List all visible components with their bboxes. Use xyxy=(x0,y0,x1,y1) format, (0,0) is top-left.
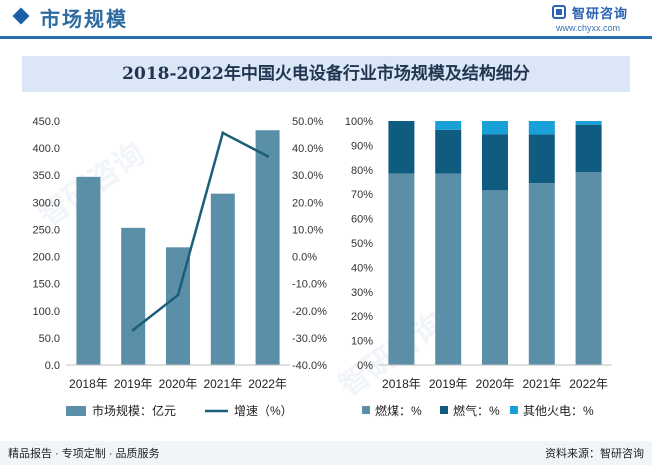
left-tick-label: 350.0 xyxy=(32,170,60,182)
legend-swatch xyxy=(510,406,518,414)
left-tick-label: 250.0 xyxy=(32,224,60,236)
bar-market-size xyxy=(210,193,235,365)
bar-segment-coal xyxy=(528,183,555,365)
x-tick-label: 2021年 xyxy=(522,377,561,391)
header-divider xyxy=(0,36,652,39)
charts-canvas: 0.0 50.0 100.0 150.0 200.0 250.0 300.0 350.0 400… xyxy=(32,116,612,418)
logo-url: www.chyxx.com xyxy=(556,23,621,33)
line-growth-point xyxy=(131,328,135,332)
line-growth-point xyxy=(221,131,225,135)
right-tick-label: -10.0% xyxy=(292,279,327,291)
left-tick-label: 0.0 xyxy=(45,360,60,372)
brand-logo: 智研咨询 www.chyxx.com xyxy=(548,3,648,35)
y-tick-label: 90% xyxy=(351,140,373,152)
footer-slogan: 精品报告 · 专项定制 · 品质服务 xyxy=(8,448,160,460)
bar-segment-other xyxy=(435,121,462,130)
legend-label: 燃煤：% xyxy=(375,403,422,418)
legend-swatch xyxy=(440,406,448,414)
left-tick-label: 50.0 xyxy=(39,333,60,345)
logo-icon xyxy=(552,5,566,19)
legend-label: 其他火电：% xyxy=(523,404,594,418)
bar-market-size xyxy=(121,227,146,365)
chart-title-band: 2018-2022年中国火电设备行业市场规模及结构细分 xyxy=(22,56,630,92)
left-tick-label: 200.0 xyxy=(32,252,60,264)
legend-swatch-bar xyxy=(66,406,86,416)
legend-label: 燃气：% xyxy=(453,403,500,418)
left-tick-label: 100.0 xyxy=(32,306,60,318)
footer: 精品报告 · 专项定制 · 品质服务 资料来源：智研咨询 xyxy=(0,441,652,465)
y-tick-label: 80% xyxy=(351,165,373,177)
right-tick-label: 30.0% xyxy=(292,170,323,182)
legend-label-bar: 市场规模：亿元 xyxy=(92,403,176,418)
right-tick-label: -20.0% xyxy=(292,306,327,318)
bar-segment-gas xyxy=(528,134,555,184)
logo-name: 智研咨询 xyxy=(572,6,629,21)
right-tick-label: -40.0% xyxy=(292,360,327,372)
right-tick-label: 10.0% xyxy=(292,224,323,236)
legend-label-line: 增速（%） xyxy=(234,404,293,418)
left-tick-label: 150.0 xyxy=(32,279,60,291)
x-tick-label: 2019年 xyxy=(429,377,468,391)
left-tick-label: 300.0 xyxy=(32,197,60,209)
right-tick-label: 50.0% xyxy=(292,116,323,128)
bar-market-size xyxy=(76,176,101,365)
x-tick-label: 2021年 xyxy=(203,377,242,391)
x-tick-label: 2022年 xyxy=(569,377,608,391)
bar-segment-coal xyxy=(435,173,462,365)
y-tick-label: 30% xyxy=(351,287,373,299)
right-tick-label: 20.0% xyxy=(292,197,323,209)
footer-source: 资料来源：智研咨询 xyxy=(545,448,644,460)
x-tick-label: 2020年 xyxy=(159,377,198,391)
line-growth-point xyxy=(176,293,180,297)
y-tick-label: 0% xyxy=(357,360,373,372)
bar-segment-other xyxy=(482,121,508,135)
section-title: 市场规模 xyxy=(40,9,128,31)
bar-segment-coal xyxy=(575,172,602,365)
y-tick-label: 40% xyxy=(351,262,373,274)
x-tick-label: 2022年 xyxy=(248,377,287,391)
legend-swatch xyxy=(362,406,370,414)
y-tick-label: 10% xyxy=(351,336,373,348)
structure-chart: 0% 10% 20% 30% 40% 50% 60% 70% 80% 90% 100% 2018年 20… xyxy=(345,116,612,418)
right-tick-label: 40.0% xyxy=(292,143,323,155)
line-growth-rate xyxy=(132,131,269,332)
y-tick-label: 70% xyxy=(351,189,373,201)
x-tick-label: 2018年 xyxy=(382,377,421,391)
size-growth-chart: 0.0 50.0 100.0 150.0 200.0 250.0 300.0 350.0 400… xyxy=(32,116,327,418)
bar-segment-gas xyxy=(482,134,508,191)
right-tick-label: 0.0% xyxy=(292,252,317,264)
chart-title: 2018-2022年中国火电设备行业市场规模及结构细分 xyxy=(122,64,530,84)
y-tick-label: 60% xyxy=(351,214,373,226)
left-tick-label: 450.0 xyxy=(32,116,60,128)
y-tick-label: 50% xyxy=(351,238,373,250)
bar-segment-gas xyxy=(435,129,462,174)
x-tick-label: 2019年 xyxy=(114,377,153,391)
line-growth-point xyxy=(266,154,270,158)
right-tick-label: -30.0% xyxy=(292,333,327,345)
bar-segment-gas xyxy=(388,121,415,174)
bar-segment-coal xyxy=(482,190,508,365)
bar-segment-other xyxy=(575,121,602,125)
y-tick-label: 20% xyxy=(351,311,373,323)
bar-segment-gas xyxy=(575,124,602,173)
header: 市场规模 智研咨询 www.chyxx.com xyxy=(0,0,652,40)
y-tick-label: 100% xyxy=(345,116,373,128)
bar-market-size xyxy=(255,130,280,365)
left-tick-label: 400.0 xyxy=(32,143,60,155)
x-tick-label: 2020年 xyxy=(476,377,515,391)
x-tick-label: 2018年 xyxy=(69,377,108,391)
bar-segment-coal xyxy=(388,173,415,365)
bar-segment-other xyxy=(528,121,555,135)
